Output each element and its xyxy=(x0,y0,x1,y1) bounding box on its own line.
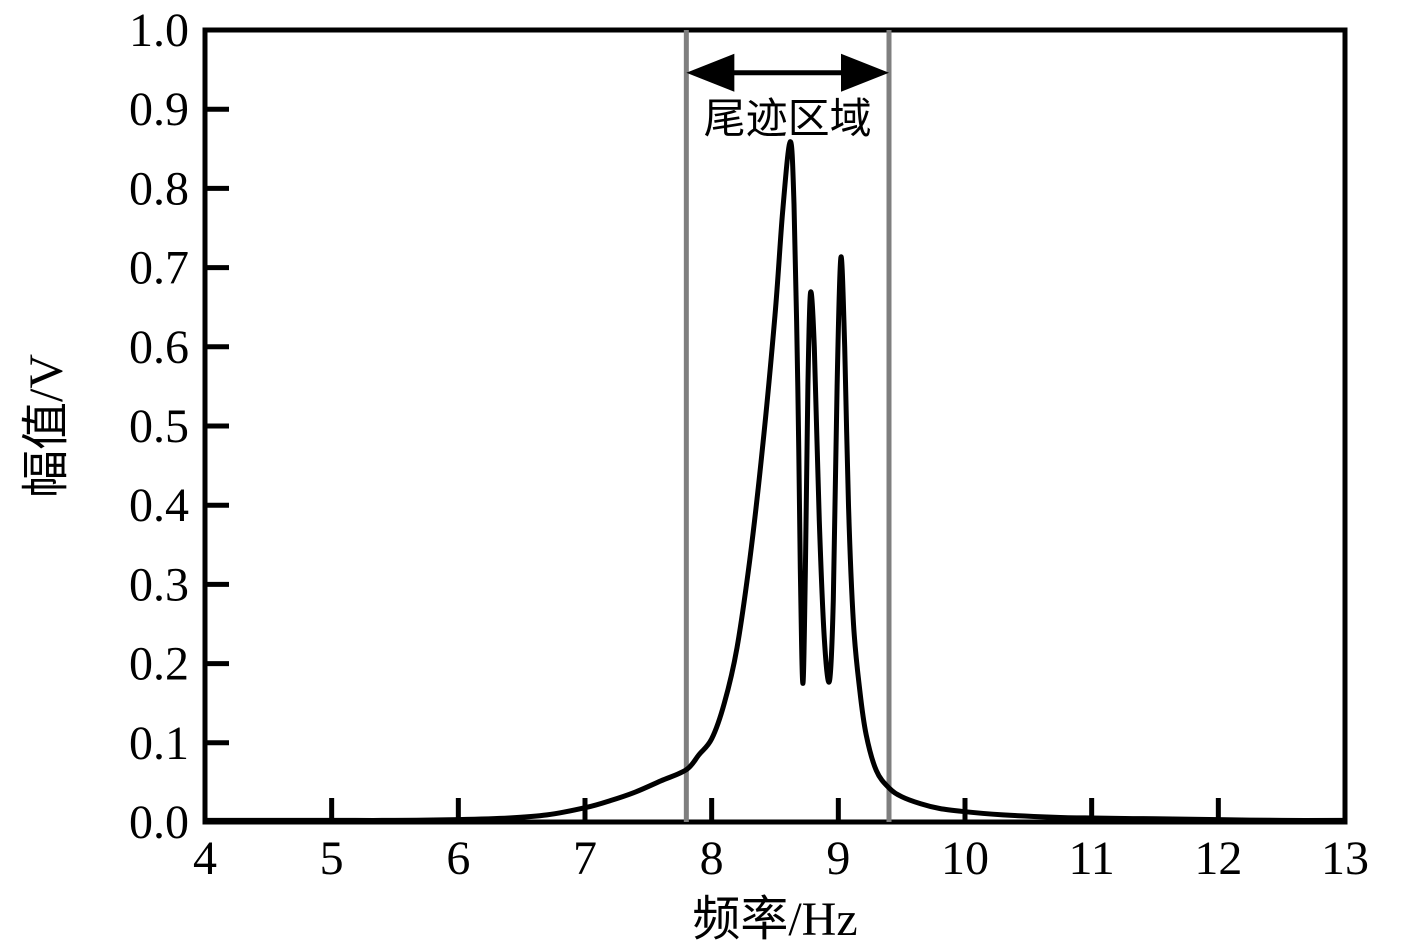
y-tick-label: 0.4 xyxy=(129,479,189,532)
y-tick-label: 0.9 xyxy=(129,83,189,136)
plot-frame xyxy=(202,27,1348,825)
x-tick-label: 11 xyxy=(1069,832,1115,885)
x-tick-label: 10 xyxy=(941,832,989,885)
y-tick-label: 0.6 xyxy=(129,321,189,374)
y-axis-label: 幅值/V xyxy=(20,354,73,498)
region-label: 尾迹区域 xyxy=(704,97,872,143)
y-tick-label: 0.8 xyxy=(129,162,189,215)
y-tick-label: 0.2 xyxy=(129,638,189,691)
x-tick-label: 9 xyxy=(826,832,850,885)
y-tick-label: 0.0 xyxy=(129,796,189,849)
x-tick-label: 7 xyxy=(573,832,597,885)
x-tick-label: 5 xyxy=(320,832,344,885)
arrowhead-left-icon xyxy=(686,53,735,92)
spectrum-curve xyxy=(202,139,1348,823)
y-tick-label: 1.0 xyxy=(129,4,189,57)
x-tick-label: 6 xyxy=(446,832,470,885)
x-tick-label: 12 xyxy=(1194,832,1242,885)
y-tick-label: 0.3 xyxy=(129,558,189,611)
y-tick-label: 0.5 xyxy=(129,400,189,453)
x-tick-label: 13 xyxy=(1321,832,1369,885)
x-tick-label: 4 xyxy=(193,832,217,885)
y-tick-label: 0.7 xyxy=(129,242,189,295)
x-tick-label: 8 xyxy=(700,832,724,885)
arrowhead-right-icon xyxy=(841,53,889,92)
x-axis-label: 频率/Hz xyxy=(692,893,857,946)
y-tick-label: 0.1 xyxy=(129,717,189,770)
